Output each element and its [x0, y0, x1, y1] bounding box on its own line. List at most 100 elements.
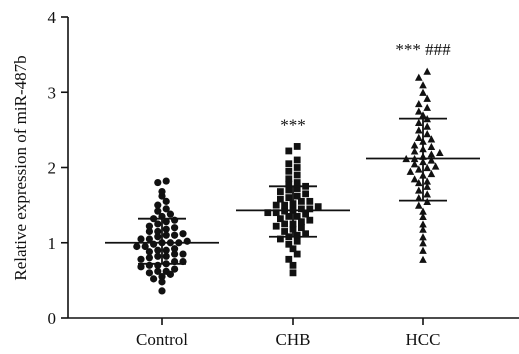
data-point-triangle: [415, 126, 423, 134]
data-point-triangle: [415, 118, 423, 126]
data-point-triangle: [427, 169, 436, 178]
data-point-circle: [141, 242, 149, 251]
data-point-square: [285, 213, 293, 220]
significance-label: ***: [280, 115, 306, 134]
data-point-triangle: [427, 135, 436, 143]
data-point-triangle: [415, 201, 423, 209]
y-tick-label: 3: [48, 83, 57, 102]
data-point-square: [306, 216, 314, 224]
data-point-square: [293, 185, 301, 192]
data-point-square: [298, 218, 305, 226]
data-point-square: [277, 195, 284, 203]
data-point-triangle: [410, 141, 419, 149]
data-point-triangle: [431, 162, 440, 170]
data-point-square: [298, 224, 305, 232]
data-point-triangle: [419, 212, 427, 221]
data-point-circle: [154, 267, 162, 275]
data-point-square: [285, 240, 293, 248]
data-point-triangle: [427, 150, 436, 158]
x-tick-label: Control: [136, 330, 188, 349]
data-point-square: [293, 237, 301, 245]
data-point-triangle: [427, 156, 436, 164]
data-point-triangle: [423, 103, 431, 111]
data-point-square: [285, 180, 293, 188]
data-point-square: [293, 179, 301, 186]
data-point-triangle: [415, 165, 423, 173]
data-point-circle: [154, 201, 162, 209]
data-point-circle: [179, 250, 187, 258]
data-point-circle: [162, 246, 170, 254]
data-point-triangle: [419, 233, 427, 241]
data-point-triangle: [415, 99, 423, 108]
data-point-triangle: [423, 94, 431, 102]
data-point-square: [289, 269, 297, 277]
mean-sd-bars: [105, 117, 480, 265]
data-point-circle: [158, 273, 166, 281]
data-point-triangle: [423, 67, 431, 75]
data-point-triangle: [415, 186, 423, 194]
data-point-triangle: [419, 239, 427, 247]
data-point-square: [277, 235, 284, 243]
data-point-circle: [162, 205, 170, 213]
data-point-circle: [158, 278, 166, 286]
data-point-circle: [145, 227, 153, 236]
data-point-square: [281, 228, 288, 235]
data-point-triangle: [415, 73, 423, 81]
data-point-circle: [179, 230, 187, 238]
data-point-triangle: [415, 107, 423, 115]
significance-annotations: *** *** ###: [280, 40, 451, 134]
data-point-square: [281, 201, 288, 209]
data-point-triangle: [419, 225, 427, 233]
data-point-circle: [145, 254, 153, 262]
data-point-square: [289, 261, 297, 269]
data-point-circle: [137, 255, 145, 263]
data-point-triangle: [419, 246, 427, 254]
data-point-square: [272, 222, 280, 230]
data-point-square: [285, 167, 293, 175]
x-tick-label: CHB: [276, 330, 311, 349]
data-point-triangle: [415, 133, 423, 141]
y-tick-label: 2: [48, 159, 57, 178]
data-point-circle: [171, 216, 179, 224]
data-point-square: [285, 147, 293, 155]
x-tick-label: HCC: [406, 330, 441, 349]
data-point-circle: [145, 269, 153, 277]
data-point-triangle: [419, 111, 427, 119]
data-point-circle: [154, 252, 162, 260]
data-point-square: [298, 197, 305, 205]
data-point-triangle: [419, 81, 427, 89]
data-point-triangle: [423, 182, 431, 190]
data-point-square: [281, 220, 288, 228]
data-point-circle: [158, 187, 166, 196]
data-point-square: [277, 215, 284, 223]
data-point-circle: [145, 235, 153, 243]
data-point-circle: [162, 218, 170, 226]
data-point-circle: [171, 265, 179, 273]
data-point-square: [293, 156, 301, 164]
data-point-circle: [150, 275, 158, 283]
data-point-square: [277, 188, 284, 195]
data-point-triangle: [419, 88, 427, 96]
data-point-triangle: [410, 160, 419, 168]
data-point-triangle: [423, 163, 431, 172]
data-point-triangle: [410, 175, 419, 183]
data-point-circle: [171, 224, 179, 232]
data-point-circle: [145, 248, 153, 256]
data-point-square: [285, 255, 293, 263]
data-point-circle: [137, 235, 145, 243]
data-point-circle: [162, 197, 170, 205]
significance-label: *** ###: [395, 40, 451, 59]
data-point-square: [293, 171, 301, 179]
data-point-circle: [154, 227, 162, 236]
data-point-square: [293, 213, 301, 220]
data-point-square: [293, 143, 301, 150]
data-points: [133, 67, 444, 295]
data-point-triangle: [410, 147, 419, 155]
data-point-triangle: [419, 207, 427, 215]
data-point-circle: [162, 177, 170, 185]
data-point-triangle: [415, 194, 423, 202]
data-point-square: [298, 205, 305, 213]
data-point-square: [293, 192, 301, 200]
data-point-square: [272, 201, 280, 209]
